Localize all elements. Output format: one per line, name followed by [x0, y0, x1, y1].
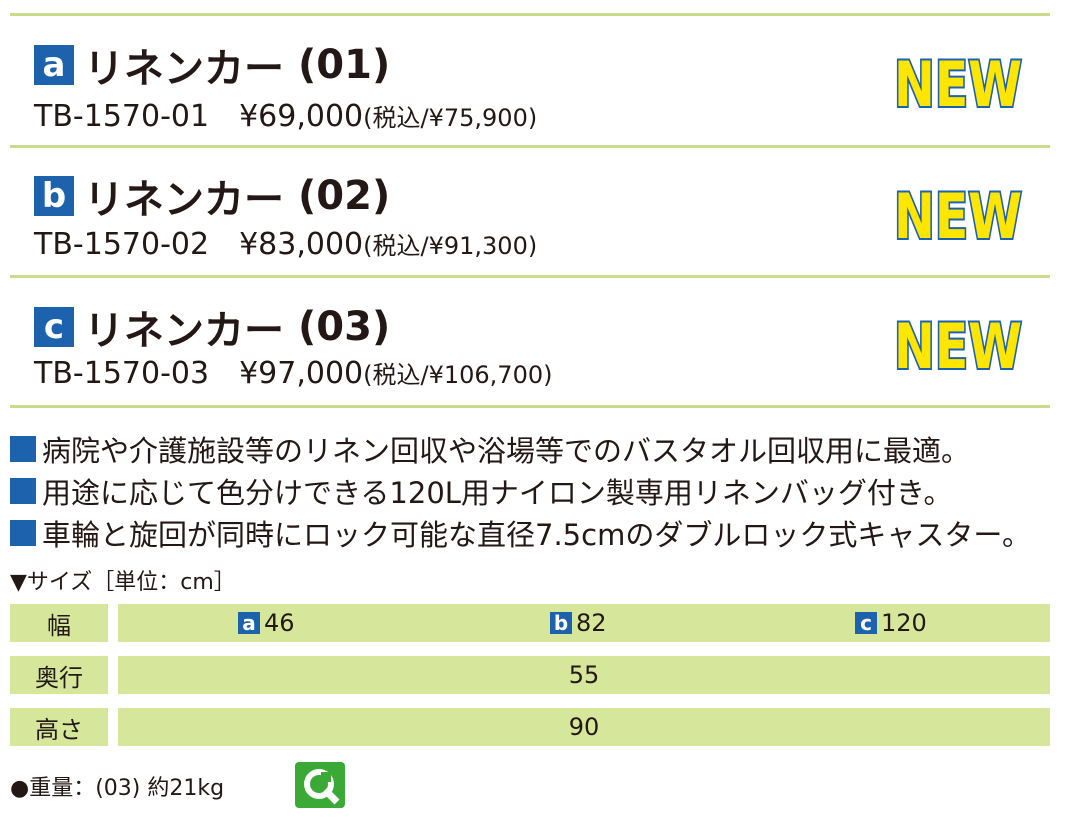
feature: 車輪と旋回が同時にロック可能な直径7.5cmのダブルロック式キャスター。	[10, 512, 1031, 554]
cell-value: 46	[264, 609, 295, 637]
row-values: a 46 b 82 c 120	[118, 604, 1050, 642]
assembly-icon	[295, 762, 345, 808]
product-tax: (税込/¥91,300)	[363, 232, 538, 260]
cell: 90	[118, 708, 1050, 746]
product-title: c リネンカー (03)	[34, 298, 390, 356]
cell-badge: c	[855, 612, 877, 634]
new-text: NEW	[894, 180, 1022, 246]
product-price: ¥83,000	[239, 227, 364, 262]
product-badge: b	[34, 176, 74, 216]
new-tag: NEW	[892, 180, 1024, 246]
row-values: 90	[118, 708, 1050, 746]
product-price: ¥97,000	[239, 356, 364, 391]
divider	[10, 275, 1050, 278]
row-label: 幅	[10, 604, 108, 642]
product-code-line: TB-1570-03 ¥97,000(税込/¥106,700)	[34, 355, 552, 391]
product-code-line: TB-1570-02 ¥83,000(税込/¥91,300)	[34, 226, 537, 262]
product-tax: (税込/¥75,900)	[363, 104, 538, 132]
cell-value: 55	[568, 661, 600, 689]
cell: a 46	[238, 604, 295, 642]
product-title: b リネンカー (02)	[34, 167, 390, 225]
cell-badge: a	[238, 612, 260, 634]
product-price: ¥69,000	[239, 99, 364, 134]
feature-text: 車輪と旋回が同時にロック可能な直径7.5cmのダブルロック式キャスター。	[42, 518, 1032, 552]
bullet-square	[10, 436, 36, 462]
cell-value: 90	[568, 713, 600, 741]
product-name: リネンカー	[84, 308, 284, 354]
product-name: リネンカー	[84, 46, 284, 92]
product-variant: (03)	[298, 304, 391, 350]
new-tag: NEW	[892, 48, 1024, 114]
feature: 病院や介護施設等のリネン回収や浴場等でのバスタオル回収用に最適。	[10, 428, 970, 470]
new-text: NEW	[894, 48, 1022, 114]
divider	[10, 145, 1050, 148]
row-values: 55	[118, 656, 1050, 694]
cell: b 82	[550, 604, 607, 642]
new-text: NEW	[894, 310, 1022, 376]
product-variant: (02)	[298, 173, 391, 219]
feature: 用途に応じて色分けできる120L用ナイロン製専用リネンバッグ付き。	[10, 470, 952, 512]
cell-badge: b	[550, 612, 572, 634]
product-code: TB-1570-03	[34, 356, 210, 391]
product-name: リネンカー	[84, 177, 284, 223]
cell: 55	[118, 656, 1050, 694]
feature-text: 病院や介護施設等のリネン回収や浴場等でのバスタオル回収用に最適。	[42, 434, 971, 468]
product-code: TB-1570-02	[34, 227, 210, 262]
product-code: TB-1570-01	[34, 99, 210, 134]
weight: ●重量：(03) 約21kg	[10, 776, 225, 801]
product-badge: a	[34, 45, 74, 85]
cell-value: 120	[881, 609, 927, 637]
size-heading: ▼サイズ［単位：cm］	[10, 570, 236, 595]
product-tax: (税込/¥106,700)	[363, 361, 553, 389]
product-code-line: TB-1570-01 ¥69,000(税込/¥75,900)	[34, 98, 537, 134]
feature-text: 用途に応じて色分けできる120L用ナイロン製専用リネンバッグ付き。	[42, 476, 953, 510]
cell-value: 82	[576, 609, 607, 637]
bullet-square	[10, 520, 36, 546]
product-badge: c	[34, 307, 74, 347]
cell: c 120	[855, 604, 927, 642]
row-label: 奥行	[10, 656, 108, 694]
bullet-square	[10, 478, 36, 504]
row-label: 高さ	[10, 708, 108, 746]
divider	[10, 405, 1050, 408]
product-title: a リネンカー (01)	[34, 36, 390, 94]
divider	[10, 13, 1050, 16]
product-variant: (01)	[298, 42, 391, 88]
new-tag: NEW	[892, 310, 1024, 376]
